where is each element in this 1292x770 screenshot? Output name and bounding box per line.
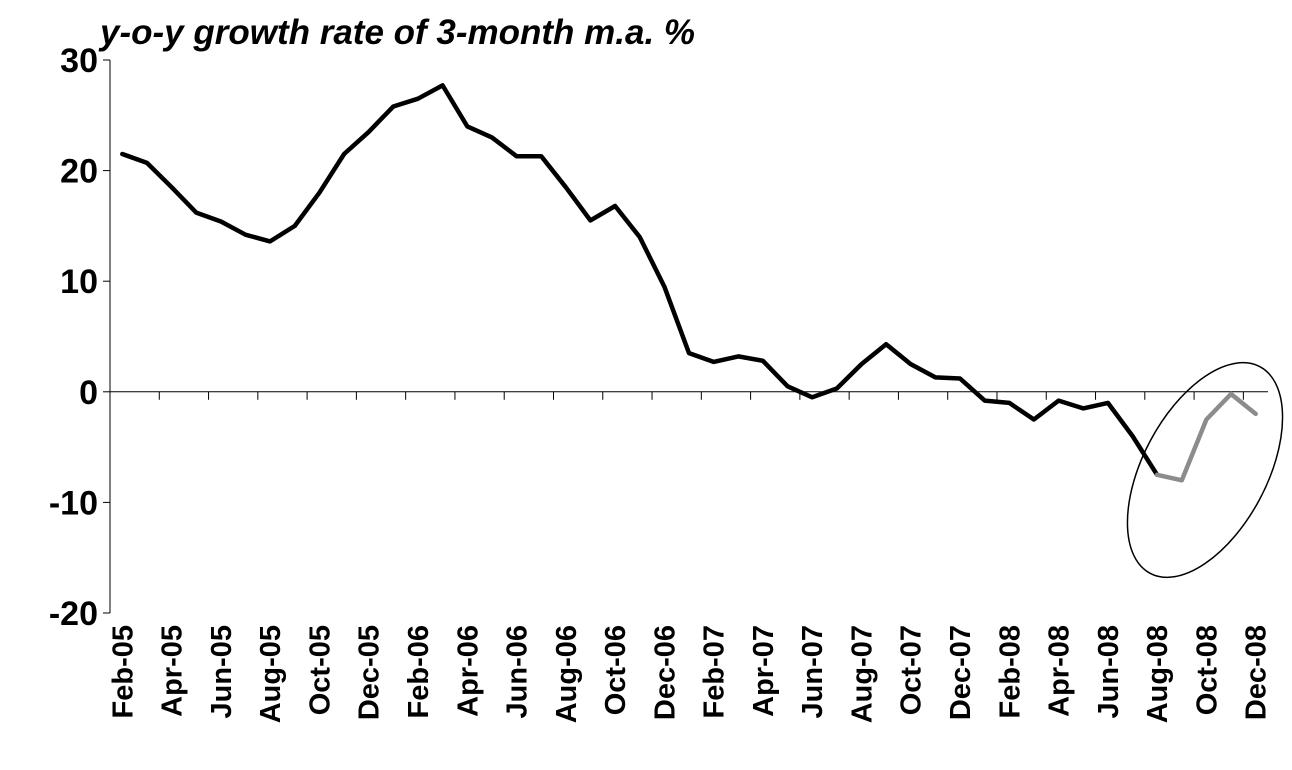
x-tick-label: Aug-05 <box>255 625 287 723</box>
x-tick-label: Dec-05 <box>354 625 386 720</box>
series-line <box>1154 391 1258 483</box>
chart-title: y-o-y growth rate of 3-month m.a. % <box>98 13 695 52</box>
y-tick-label: 10 <box>60 263 98 301</box>
x-tick-label: Dec-07 <box>945 625 977 720</box>
x-tick-label: Oct-06 <box>600 625 632 715</box>
x-tick-label: Feb-08 <box>994 625 1026 718</box>
y-tick-label: 30 <box>60 42 98 80</box>
x-tick-label: Dec-06 <box>649 625 681 720</box>
highlight-ellipse <box>1126 361 1284 579</box>
x-tick-label: Feb-06 <box>403 625 435 718</box>
x-tick-label: Oct-07 <box>896 625 928 715</box>
x-tick-label: Dec-08 <box>1241 625 1273 720</box>
x-tick-label: Oct-08 <box>1191 625 1223 715</box>
x-tick-label: Jun-05 <box>206 625 238 718</box>
x-tick-label: Jun-07 <box>797 625 829 718</box>
x-tick-label: Aug-08 <box>1142 625 1174 723</box>
x-tick-label: Feb-05 <box>107 625 139 718</box>
x-tick-label: Jun-06 <box>502 625 534 718</box>
y-tick-label: 20 <box>60 153 98 191</box>
x-tick-label: Apr-07 <box>748 625 780 717</box>
x-tick-label: Apr-06 <box>452 625 484 717</box>
x-tick-label: Apr-08 <box>1044 625 1076 717</box>
series-line <box>120 83 1160 478</box>
x-tick-label: Apr-05 <box>157 625 189 717</box>
x-tick-label: Feb-07 <box>699 625 731 718</box>
x-tick-label: Aug-06 <box>551 625 583 723</box>
x-tick-label: Aug-07 <box>846 625 878 723</box>
y-tick-label: -20 <box>49 595 98 633</box>
y-tick-label: 0 <box>79 374 98 412</box>
x-tick-label: Oct-05 <box>304 625 336 715</box>
y-tick-label: -10 <box>49 484 98 522</box>
x-tick-label: Jun-08 <box>1093 625 1125 718</box>
